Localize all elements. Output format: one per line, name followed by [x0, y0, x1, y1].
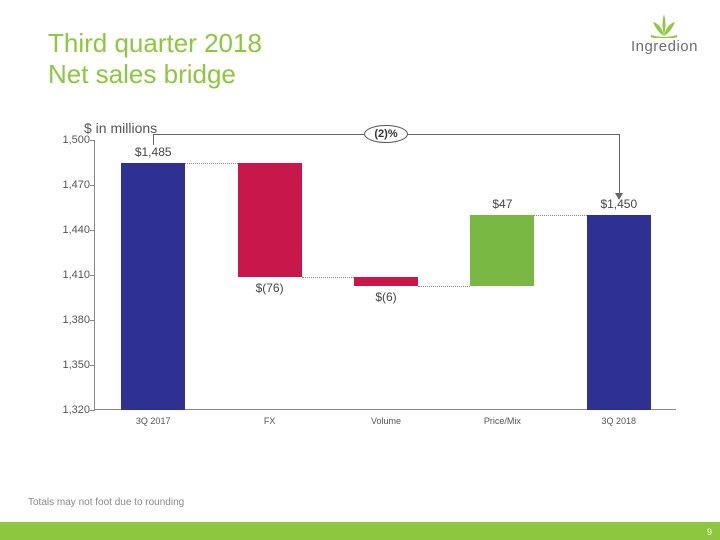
page-number: 9 — [707, 527, 712, 537]
y-tick-label: 1,470 — [62, 179, 90, 191]
y-tick-label: 1,350 — [62, 359, 90, 371]
footer-bar: 9 — [0, 522, 720, 540]
bar — [238, 163, 302, 277]
callout-arrowhead — [615, 193, 623, 200]
bar — [470, 215, 534, 286]
brand-logo: Ingredion — [631, 12, 698, 55]
connector-line — [418, 286, 470, 287]
y-tick-label: 1,410 — [62, 269, 90, 281]
bar-value-label: $1,485 — [135, 145, 172, 159]
callout-line — [153, 134, 154, 145]
callout-line — [619, 134, 620, 193]
x-category-label: 3Q 2018 — [602, 416, 637, 426]
y-axis-units: $ in millions — [84, 120, 157, 136]
slide-title: Third quarter 2018 Net sales bridge — [48, 28, 262, 89]
bar — [354, 277, 418, 286]
title-line-2: Net sales bridge — [48, 59, 262, 90]
y-axis: 1,3201,3501,3801,4101,4401,4701,500 — [58, 140, 94, 410]
y-tick-label: 1,320 — [62, 404, 90, 416]
pct-callout: (2)% — [364, 125, 408, 143]
x-category-label: FX — [264, 416, 276, 426]
bar — [121, 163, 185, 411]
bar-value-label: $(6) — [375, 290, 396, 304]
y-tick-label: 1,380 — [62, 314, 90, 326]
bar-value-label: $47 — [492, 197, 512, 211]
bar — [587, 215, 651, 410]
y-tick-label: 1,440 — [62, 224, 90, 236]
connector-line — [302, 277, 354, 278]
x-category-label: Volume — [371, 416, 401, 426]
y-tick-label: 1,500 — [62, 134, 90, 146]
plot-area: $1,4853Q 2017$(76)FX$(6)Volume$47Price/M… — [94, 140, 676, 410]
x-category-label: Price/Mix — [484, 416, 521, 426]
title-line-1: Third quarter 2018 — [48, 28, 262, 59]
connector-line — [185, 163, 237, 164]
waterfall-chart: 1,3201,3501,3801,4101,4401,4701,500 $1,4… — [58, 140, 676, 430]
x-category-label: 3Q 2017 — [136, 416, 171, 426]
footnote: Totals may not foot due to rounding — [28, 497, 184, 508]
connector-line — [534, 215, 586, 216]
leaf-icon — [647, 12, 681, 38]
bar-value-label: $(76) — [256, 281, 284, 295]
brand-name: Ingredion — [631, 38, 698, 55]
